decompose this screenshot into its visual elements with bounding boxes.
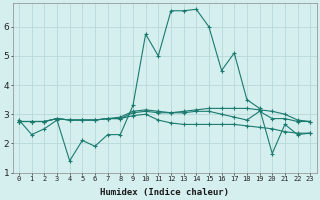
- X-axis label: Humidex (Indice chaleur): Humidex (Indice chaleur): [100, 188, 229, 197]
